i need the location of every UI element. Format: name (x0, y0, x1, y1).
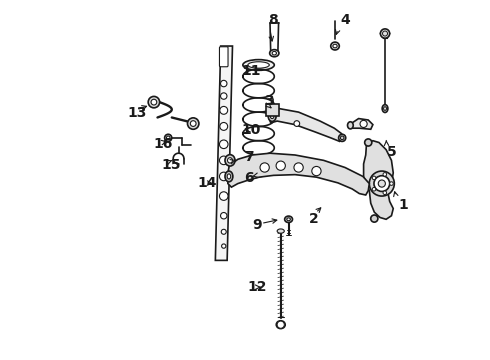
Circle shape (277, 321, 284, 328)
Ellipse shape (285, 216, 293, 222)
Circle shape (220, 212, 227, 219)
Circle shape (372, 188, 376, 191)
FancyBboxPatch shape (267, 104, 279, 116)
Ellipse shape (225, 155, 235, 166)
Circle shape (165, 134, 172, 141)
Text: 6: 6 (244, 171, 253, 185)
Circle shape (276, 161, 285, 170)
Ellipse shape (268, 111, 276, 121)
Ellipse shape (360, 120, 367, 127)
Ellipse shape (294, 121, 300, 126)
Circle shape (371, 215, 378, 222)
Circle shape (221, 244, 226, 248)
Circle shape (390, 182, 393, 185)
Circle shape (365, 139, 372, 146)
FancyBboxPatch shape (220, 47, 228, 67)
Ellipse shape (225, 171, 233, 182)
Text: 14: 14 (198, 176, 218, 189)
Text: 3: 3 (264, 94, 273, 108)
Circle shape (220, 122, 228, 130)
Text: 10: 10 (242, 123, 261, 137)
Ellipse shape (243, 60, 274, 70)
Text: 13: 13 (128, 106, 147, 120)
Circle shape (188, 118, 199, 129)
Polygon shape (228, 153, 369, 195)
Ellipse shape (270, 114, 274, 118)
Circle shape (148, 96, 160, 108)
Text: 16: 16 (154, 137, 173, 151)
Circle shape (220, 156, 228, 165)
Circle shape (220, 140, 228, 149)
Polygon shape (352, 118, 373, 129)
Ellipse shape (384, 107, 387, 111)
Circle shape (369, 171, 394, 196)
Text: 11: 11 (242, 64, 261, 78)
Ellipse shape (272, 51, 276, 55)
Circle shape (190, 121, 196, 126)
Circle shape (221, 229, 226, 234)
Circle shape (220, 172, 228, 181)
Text: 4: 4 (341, 13, 350, 27)
Circle shape (374, 176, 390, 192)
Circle shape (220, 192, 228, 201)
Circle shape (260, 163, 270, 172)
Text: 5: 5 (387, 145, 396, 159)
Ellipse shape (382, 105, 388, 112)
Ellipse shape (331, 42, 339, 50)
Circle shape (372, 176, 376, 180)
Circle shape (220, 107, 228, 114)
Text: 8: 8 (268, 13, 278, 27)
Circle shape (220, 80, 227, 87)
Ellipse shape (270, 50, 279, 57)
Ellipse shape (277, 229, 284, 233)
Polygon shape (364, 141, 393, 219)
Circle shape (294, 163, 303, 172)
Circle shape (383, 172, 387, 176)
Circle shape (151, 99, 157, 105)
Ellipse shape (347, 122, 353, 129)
Text: 1: 1 (398, 198, 408, 212)
Circle shape (380, 29, 390, 38)
Text: 12: 12 (248, 280, 268, 294)
Text: 9: 9 (252, 219, 262, 232)
Circle shape (378, 180, 386, 187)
Ellipse shape (287, 218, 291, 221)
Polygon shape (270, 109, 343, 141)
Ellipse shape (339, 134, 346, 141)
Ellipse shape (276, 321, 285, 329)
Ellipse shape (227, 174, 231, 179)
Text: 15: 15 (161, 158, 180, 172)
Circle shape (167, 136, 170, 140)
Text: 2: 2 (309, 212, 319, 226)
Text: 7: 7 (244, 150, 253, 165)
Circle shape (220, 93, 227, 99)
Ellipse shape (333, 44, 337, 48)
Circle shape (312, 166, 321, 176)
Ellipse shape (248, 62, 270, 68)
Ellipse shape (227, 158, 232, 163)
Circle shape (383, 191, 387, 194)
Polygon shape (215, 46, 232, 260)
